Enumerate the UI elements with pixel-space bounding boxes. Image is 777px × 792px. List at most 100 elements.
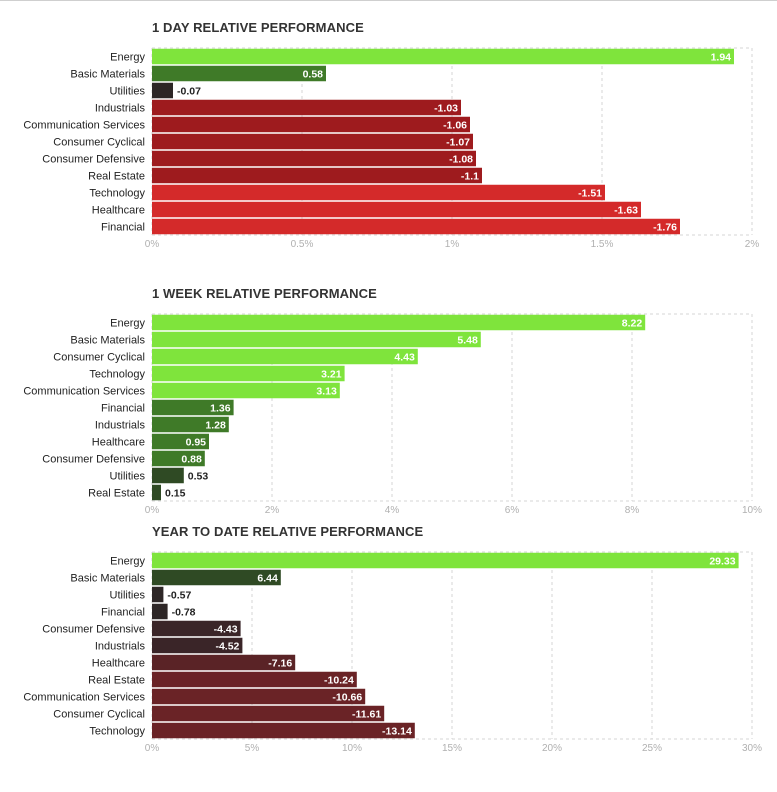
value-label: 0.88 xyxy=(181,454,202,466)
bar xyxy=(152,116,470,133)
value-label: -11.61 xyxy=(352,709,381,721)
category-label: Basic Materials xyxy=(70,335,145,347)
value-label: -1.1 xyxy=(461,171,479,183)
bar xyxy=(152,484,161,501)
bar xyxy=(152,688,366,705)
value-label: -0.57 xyxy=(167,590,191,602)
category-label: Technology xyxy=(89,726,145,738)
bar xyxy=(152,99,461,116)
category-label: Energy xyxy=(110,52,145,64)
category-label: Financial xyxy=(101,607,145,619)
bar xyxy=(152,65,326,82)
chart-title: 1 DAY RELATIVE PERFORMANCE xyxy=(152,20,364,35)
value-label: -4.43 xyxy=(214,624,238,636)
bar xyxy=(152,331,481,348)
category-label: Consumer Cyclical xyxy=(53,352,145,364)
category-label: Utilities xyxy=(110,471,146,483)
category-label: Energy xyxy=(110,318,145,330)
bar xyxy=(152,552,739,569)
value-label: 1.28 xyxy=(205,420,226,432)
bar xyxy=(152,586,164,603)
tick-label: 25% xyxy=(642,743,662,754)
category-label: Real Estate xyxy=(88,171,145,183)
bar xyxy=(152,348,418,365)
category-label: Consumer Defensive xyxy=(42,454,145,466)
top-border xyxy=(0,0,777,1)
chart-title: 1 WEEK RELATIVE PERFORMANCE xyxy=(152,286,377,301)
value-label: -1.07 xyxy=(446,137,470,149)
bar xyxy=(152,620,241,637)
tick-label: 0% xyxy=(145,239,160,250)
bar xyxy=(152,637,243,654)
bar xyxy=(152,569,281,586)
tick-label: 20% xyxy=(542,743,562,754)
category-label: Basic Materials xyxy=(70,69,145,81)
category-label: Financial xyxy=(101,222,145,234)
value-label: -10.24 xyxy=(324,675,354,687)
tick-label: 2% xyxy=(265,505,280,516)
value-label: -1.51 xyxy=(578,188,602,200)
bar xyxy=(152,467,184,484)
tick-label: 6% xyxy=(505,505,520,516)
value-label: 3.13 xyxy=(316,386,337,398)
tick-label: 5% xyxy=(245,743,260,754)
value-label: -1.63 xyxy=(614,205,638,217)
category-label: Utilities xyxy=(110,86,146,98)
category-label: Consumer Defensive xyxy=(42,624,145,636)
bar xyxy=(152,48,734,65)
bar xyxy=(152,603,168,620)
bar-chart-ytd: Energy 29.33 Basic Materials 6.44 Utilities -… xyxy=(23,551,762,754)
bar xyxy=(152,382,340,399)
category-label: Industrials xyxy=(95,641,146,653)
bar xyxy=(152,450,205,467)
category-label: Healthcare xyxy=(92,658,145,670)
category-label: Real Estate xyxy=(88,488,145,500)
value-label: 0.58 xyxy=(303,69,324,81)
bar xyxy=(152,184,605,201)
category-label: Basic Materials xyxy=(70,573,145,585)
value-label: -10.66 xyxy=(332,692,362,704)
tick-label: 15% xyxy=(442,743,462,754)
value-label: -1.08 xyxy=(449,154,473,166)
bar xyxy=(152,433,209,450)
value-label: 8.22 xyxy=(622,318,643,330)
tick-label: 10% xyxy=(342,743,362,754)
tick-label: 2% xyxy=(745,239,760,250)
value-label: -1.06 xyxy=(443,120,467,132)
category-label: Consumer Defensive xyxy=(42,154,145,166)
bar xyxy=(152,365,345,382)
bar xyxy=(152,150,476,167)
value-label: -13.14 xyxy=(382,726,412,738)
category-label: Financial xyxy=(101,403,145,415)
bar xyxy=(152,671,357,688)
category-label: Healthcare xyxy=(92,205,145,217)
tick-label: 4% xyxy=(385,505,400,516)
bar-chart-1-week: Energy 8.22 Basic Materials 5.48 Consumer Cy… xyxy=(23,313,762,516)
bar xyxy=(152,399,234,416)
category-label: Energy xyxy=(110,556,145,568)
bar xyxy=(152,167,482,184)
bar xyxy=(152,82,173,99)
category-label: Industrials xyxy=(95,103,146,115)
bar xyxy=(152,722,415,739)
tick-label: 1.5% xyxy=(591,239,614,250)
tick-label: 0% xyxy=(145,505,160,516)
tick-label: 0.5% xyxy=(291,239,314,250)
bar xyxy=(152,314,646,331)
tick-label: 8% xyxy=(625,505,640,516)
value-label: -1.76 xyxy=(653,222,677,234)
value-label: 1.36 xyxy=(210,403,231,415)
value-label: 0.53 xyxy=(188,471,209,483)
value-label: -7.16 xyxy=(268,658,292,670)
category-label: Technology xyxy=(89,369,145,381)
value-label: 4.43 xyxy=(394,352,415,364)
tick-label: 30% xyxy=(742,743,762,754)
tick-label: 0% xyxy=(145,743,160,754)
category-label: Technology xyxy=(89,188,145,200)
value-label: -4.52 xyxy=(215,641,239,653)
bar xyxy=(152,133,473,150)
tick-label: 1% xyxy=(445,239,460,250)
value-label: -1.03 xyxy=(434,103,458,115)
value-label: 0.95 xyxy=(186,437,207,449)
bar xyxy=(152,654,296,671)
